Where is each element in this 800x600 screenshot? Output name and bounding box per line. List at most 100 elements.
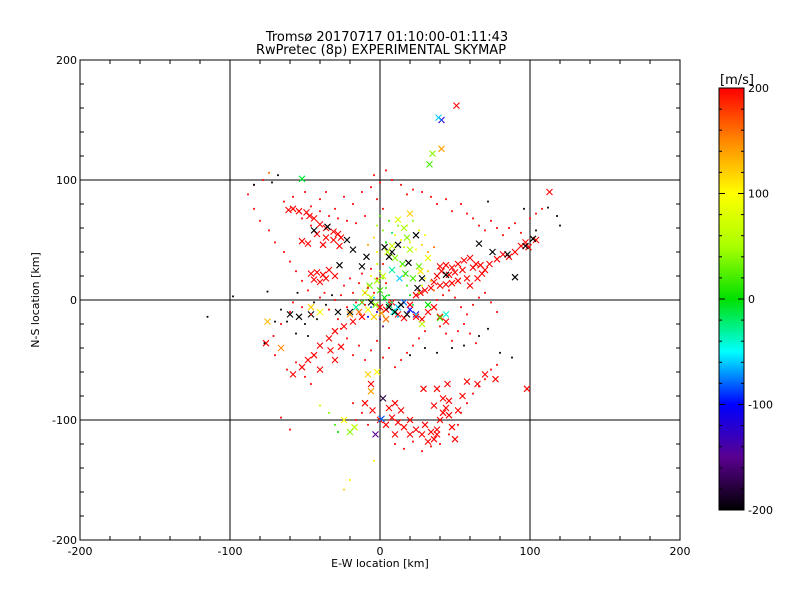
data-point-cross bbox=[451, 435, 459, 443]
data-point-cross bbox=[445, 397, 453, 405]
data-point-dot bbox=[376, 251, 378, 253]
data-point-dot bbox=[274, 241, 276, 244]
data-point-dot bbox=[418, 229, 420, 232]
data-point-cross bbox=[316, 366, 324, 373]
data-point-dot bbox=[370, 349, 372, 352]
data-point-cross bbox=[406, 306, 414, 313]
data-point-cross bbox=[421, 287, 429, 294]
data-point-dot bbox=[448, 289, 450, 292]
data-point-cross bbox=[430, 278, 438, 286]
data-point-cross bbox=[352, 303, 360, 311]
data-point-cross bbox=[330, 236, 337, 244]
data-point-dot bbox=[382, 277, 384, 280]
data-point-dot bbox=[490, 301, 492, 304]
data-point-cross bbox=[358, 313, 366, 321]
data-point-cross bbox=[262, 339, 270, 347]
data-point-dot bbox=[403, 246, 405, 249]
data-point-cross bbox=[412, 426, 420, 433]
data-point-cross bbox=[385, 303, 393, 311]
data-point-dot bbox=[415, 313, 417, 316]
x-tick-label: 100 bbox=[520, 545, 541, 558]
data-point-dot bbox=[289, 260, 291, 263]
data-point-cross bbox=[343, 236, 351, 244]
data-point-cross bbox=[316, 278, 324, 286]
data-point-cross bbox=[403, 311, 411, 318]
data-point-cross bbox=[382, 315, 390, 323]
data-point-cross bbox=[298, 175, 306, 183]
data-point-dot bbox=[556, 215, 558, 217]
data-point-dot bbox=[337, 431, 339, 433]
data-point-dot bbox=[361, 191, 363, 193]
data-point-dot bbox=[472, 303, 474, 306]
data-point-dot bbox=[364, 359, 366, 361]
data-point-cross bbox=[448, 423, 456, 431]
data-point-cross bbox=[442, 281, 450, 288]
data-point-cross bbox=[378, 309, 385, 317]
data-point-dot bbox=[274, 320, 276, 323]
data-point-dot bbox=[430, 279, 432, 282]
data-point-dot bbox=[274, 354, 276, 357]
data-point-cross bbox=[486, 260, 493, 268]
data-point-cross bbox=[481, 371, 489, 378]
data-point-cross bbox=[298, 237, 306, 245]
data-point-cross bbox=[372, 301, 379, 309]
data-point-dot bbox=[388, 301, 390, 304]
data-point-dot bbox=[520, 231, 522, 234]
data-point-dot bbox=[382, 207, 384, 210]
data-point-cross bbox=[489, 248, 496, 256]
data-point-cross bbox=[463, 275, 471, 282]
data-point-cross bbox=[466, 254, 474, 262]
data-point-dot bbox=[263, 342, 266, 345]
data-point-dot bbox=[301, 217, 303, 220]
data-point-cross bbox=[376, 287, 384, 294]
data-point-dot bbox=[547, 206, 549, 209]
x-tick-label: 200 bbox=[670, 545, 691, 558]
data-point-dot bbox=[364, 303, 366, 306]
data-point-cross bbox=[388, 242, 396, 250]
data-point-cross bbox=[330, 228, 337, 235]
data-point-cross bbox=[454, 407, 462, 414]
data-point-cross bbox=[436, 282, 444, 289]
data-point-dot bbox=[433, 289, 435, 292]
data-point-dot bbox=[478, 224, 480, 227]
data-point-cross bbox=[388, 266, 396, 274]
data-point-cross bbox=[478, 270, 486, 277]
data-point-cross bbox=[394, 216, 402, 223]
data-point-dot bbox=[307, 335, 309, 337]
data-point-cross bbox=[346, 308, 354, 316]
data-point-cross bbox=[424, 301, 432, 309]
data-point-cross bbox=[325, 335, 333, 342]
data-point-dot bbox=[319, 198, 321, 201]
data-point-cross bbox=[412, 231, 420, 239]
data-point-cross bbox=[406, 416, 414, 424]
data-point-cross bbox=[385, 404, 393, 412]
data-point-dot bbox=[253, 183, 255, 186]
data-point-cross bbox=[439, 395, 447, 402]
data-point-dot bbox=[397, 224, 399, 227]
data-point-cross bbox=[420, 385, 427, 393]
data-point-dot bbox=[367, 423, 369, 426]
data-point-cross bbox=[370, 313, 378, 321]
data-point-dot bbox=[490, 219, 492, 222]
data-point-dot bbox=[484, 378, 486, 381]
data-point-dot bbox=[394, 308, 396, 311]
data-point-dot bbox=[391, 231, 393, 234]
colorbar-ticks: 200 100 0 -100 -200 bbox=[719, 82, 773, 517]
data-point-cross bbox=[405, 259, 412, 267]
data-point-cross bbox=[373, 277, 381, 285]
data-point-cross bbox=[367, 299, 375, 306]
data-point-cross bbox=[403, 234, 411, 241]
data-point-cross bbox=[373, 368, 381, 376]
data-point-dot bbox=[439, 443, 441, 445]
data-point-cross bbox=[442, 261, 450, 269]
y-tick-label: 100 bbox=[56, 174, 77, 187]
data-point-cross bbox=[511, 273, 519, 281]
data-point-cross bbox=[349, 318, 357, 325]
data-point-cross bbox=[451, 269, 459, 276]
data-point-dot bbox=[343, 284, 345, 287]
data-point-dot bbox=[364, 215, 366, 217]
data-point-dot bbox=[323, 291, 326, 294]
data-point-cross bbox=[346, 428, 354, 436]
data-point-dot bbox=[430, 195, 432, 198]
data-point-cross bbox=[522, 242, 529, 250]
